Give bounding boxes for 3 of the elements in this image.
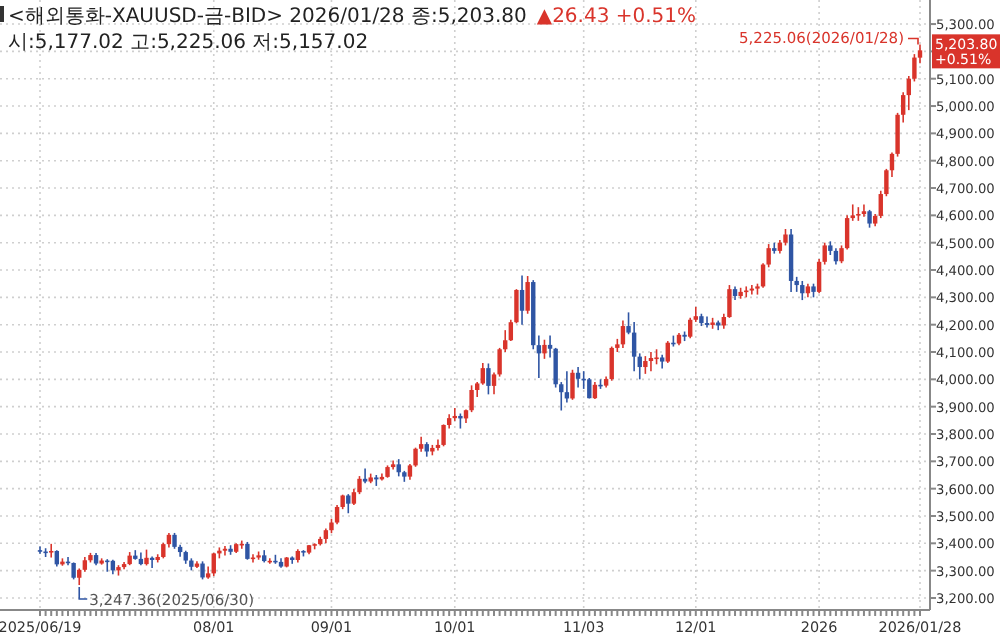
annotation: 시:5,177.02 고:5,225.06 저:5,157.02: [8, 32, 369, 54]
chart-title: <해외통화-XAUUSD-금-BID> 2026/01/28 종:5,203.80: [8, 6, 527, 28]
chart-subtitle: ▲26.43 +0.51%: [536, 6, 697, 28]
